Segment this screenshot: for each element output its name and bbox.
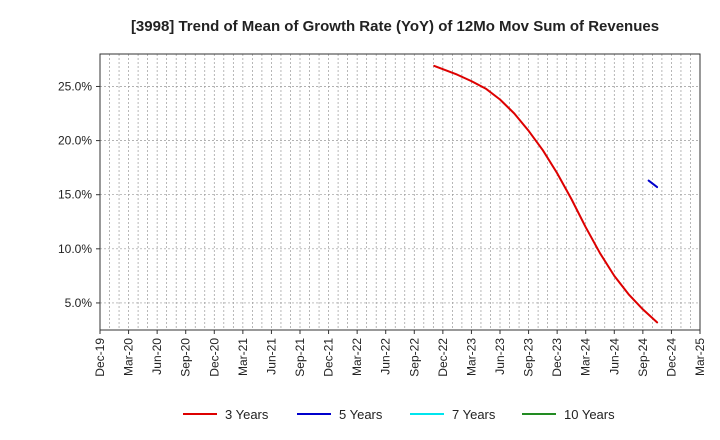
x-tick-label: Mar-25 <box>693 338 707 376</box>
x-tick-label: Dec-19 <box>93 338 107 377</box>
series-lines <box>433 64 659 324</box>
x-tick-label: Mar-22 <box>350 338 364 376</box>
x-tick-label: Jun-21 <box>264 338 278 375</box>
x-tick-label: Jun-24 <box>607 338 621 375</box>
grid <box>100 54 700 330</box>
x-tick-label: Sep-22 <box>407 338 421 377</box>
legend-label-5-years: 5 Years <box>339 407 383 422</box>
x-tick-label: Dec-23 <box>550 338 564 377</box>
x-tick-label: Dec-22 <box>436 338 450 377</box>
x-tick-label: Mar-23 <box>464 338 478 376</box>
x-tick-label: Mar-21 <box>236 338 250 376</box>
legend-label-10-years: 10 Years <box>564 407 615 422</box>
x-tick-label: Dec-24 <box>664 338 678 377</box>
x-tick-label: Sep-20 <box>179 338 193 377</box>
legend: 3 Years 5 Years 7 Years 10 Years <box>183 407 615 422</box>
x-tick-label: Jun-22 <box>379 338 393 375</box>
legend-label-7-years: 7 Years <box>452 407 496 422</box>
x-tick-label: Mar-24 <box>579 338 593 376</box>
x-tick-label: Mar-20 <box>122 338 136 376</box>
y-tick-label: 10.0% <box>58 242 92 256</box>
x-tick-label: Sep-23 <box>522 338 536 377</box>
x-tick-label: Dec-21 <box>322 338 336 377</box>
x-tick-label: Jun-23 <box>493 338 507 375</box>
chart-title: [3998] Trend of Mean of Growth Rate (YoY… <box>131 18 659 35</box>
series-line-3-years <box>433 64 659 324</box>
legend-label-3-years: 3 Years <box>225 407 269 422</box>
plot-frame <box>99 53 701 331</box>
x-tick-label: Jun-20 <box>150 338 164 375</box>
x-axis: Dec-19 Mar-20 Jun-20 Sep-20 Dec-20 Mar-21 Jun-… <box>93 330 707 377</box>
y-tick-label: 5.0% <box>65 296 93 310</box>
y-axis: 5.0% 10.0% 15.0% 20.0% 25.0% <box>58 79 100 310</box>
x-tick-label: Sep-21 <box>293 338 307 377</box>
x-tick-label: Dec-20 <box>207 338 221 377</box>
y-tick-label: 20.0% <box>58 134 92 148</box>
x-tick-label: Sep-24 <box>636 338 650 377</box>
series-line-5-years <box>647 179 659 189</box>
y-tick-label: 15.0% <box>58 188 92 202</box>
y-tick-label: 25.0% <box>58 79 92 93</box>
